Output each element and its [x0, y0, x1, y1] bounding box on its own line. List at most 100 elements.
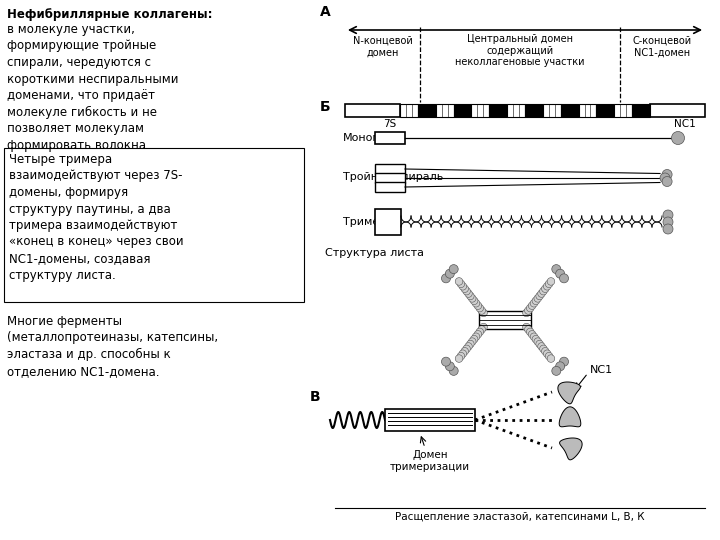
Text: N-концевой
домен: N-концевой домен — [353, 36, 413, 58]
Circle shape — [532, 297, 540, 305]
Text: в молекуле участки,
формирующие тройные
спирали, чередуются с
короткими неспирал: в молекуле участки, формирующие тройные … — [7, 23, 179, 152]
Circle shape — [464, 343, 472, 350]
Bar — [454, 104, 472, 117]
Circle shape — [536, 292, 544, 300]
Text: Расщепление эластазой, катепсинами L, В, К: Расщепление эластазой, катепсинами L, В,… — [395, 512, 644, 522]
Circle shape — [459, 350, 467, 357]
Polygon shape — [559, 438, 582, 460]
Circle shape — [552, 366, 561, 375]
Circle shape — [476, 328, 484, 336]
Circle shape — [480, 309, 487, 317]
Circle shape — [467, 292, 474, 300]
Circle shape — [541, 285, 549, 293]
Circle shape — [663, 217, 673, 227]
Circle shape — [559, 274, 569, 283]
Circle shape — [464, 290, 472, 298]
Circle shape — [525, 307, 532, 314]
Circle shape — [544, 282, 551, 290]
Circle shape — [469, 295, 476, 302]
Text: С-концевой
NC1-домен: С-концевой NC1-домен — [633, 36, 692, 58]
Circle shape — [457, 352, 464, 360]
Bar — [345, 104, 400, 117]
Circle shape — [461, 285, 469, 293]
Bar — [596, 104, 614, 117]
Bar — [375, 164, 405, 174]
Text: Тример: Тример — [343, 217, 386, 227]
Bar — [490, 104, 507, 117]
Circle shape — [541, 348, 549, 355]
Polygon shape — [558, 382, 580, 404]
Circle shape — [556, 269, 564, 278]
Circle shape — [534, 338, 541, 346]
Circle shape — [469, 338, 476, 346]
Text: Нефибриллярные коллагены:: Нефибриллярные коллагены: — [7, 8, 212, 21]
Circle shape — [526, 328, 534, 336]
Circle shape — [539, 287, 547, 295]
Circle shape — [545, 352, 553, 360]
Circle shape — [663, 210, 673, 220]
Circle shape — [474, 302, 482, 309]
Circle shape — [532, 335, 540, 343]
Text: NC1: NC1 — [674, 119, 696, 129]
Circle shape — [463, 287, 470, 295]
Bar — [375, 209, 401, 235]
Circle shape — [478, 307, 485, 314]
Circle shape — [441, 274, 451, 283]
Circle shape — [528, 302, 536, 309]
Circle shape — [523, 323, 530, 331]
Text: Структура листа: Структура листа — [325, 248, 424, 258]
Circle shape — [547, 355, 555, 362]
Bar — [385, 409, 475, 431]
Bar — [561, 104, 579, 117]
Circle shape — [459, 282, 467, 290]
Circle shape — [530, 300, 538, 307]
Circle shape — [544, 350, 551, 357]
Circle shape — [523, 309, 530, 317]
Bar — [525, 104, 543, 117]
Text: Тройная спираль: Тройная спираль — [343, 172, 444, 182]
Circle shape — [539, 345, 547, 353]
Bar — [375, 132, 405, 144]
Circle shape — [559, 357, 569, 366]
Bar — [418, 104, 436, 117]
Bar — [543, 104, 561, 117]
Text: Б: Б — [320, 100, 330, 114]
Bar — [375, 173, 405, 183]
Circle shape — [526, 304, 534, 312]
Circle shape — [480, 323, 487, 331]
Circle shape — [663, 224, 673, 234]
Bar — [579, 104, 596, 117]
Text: Мономер: Мономер — [343, 133, 395, 143]
Circle shape — [478, 326, 485, 333]
Bar — [436, 104, 454, 117]
Text: А: А — [320, 5, 330, 19]
Circle shape — [662, 177, 672, 186]
Circle shape — [449, 265, 458, 274]
Circle shape — [538, 290, 545, 298]
Circle shape — [470, 335, 478, 343]
Circle shape — [547, 278, 555, 285]
Circle shape — [446, 362, 454, 371]
Text: 7S: 7S — [383, 119, 397, 129]
Circle shape — [538, 343, 545, 350]
Bar — [650, 104, 705, 117]
Circle shape — [472, 333, 480, 341]
Circle shape — [474, 330, 482, 338]
Text: Четыре тримера
взаимодействуют через 7S-
домены, формируя
структуру паутины, а д: Четыре тримера взаимодействуют через 7S-… — [9, 153, 184, 281]
Circle shape — [552, 265, 561, 274]
Circle shape — [455, 355, 463, 362]
Text: Домен
тримеризации: Домен тримеризации — [390, 450, 470, 471]
Circle shape — [530, 333, 538, 341]
Circle shape — [536, 340, 544, 348]
Text: NC1: NC1 — [590, 365, 613, 375]
Circle shape — [525, 326, 532, 333]
Circle shape — [545, 280, 553, 288]
Circle shape — [528, 330, 536, 338]
Bar — [375, 182, 405, 192]
Bar — [632, 104, 650, 117]
Circle shape — [470, 297, 478, 305]
Bar — [507, 104, 525, 117]
Text: Центральный домен
содержащий
неколлагеновые участки: Центральный домен содержащий неколлагено… — [455, 34, 585, 67]
Circle shape — [449, 366, 458, 375]
Circle shape — [461, 348, 469, 355]
